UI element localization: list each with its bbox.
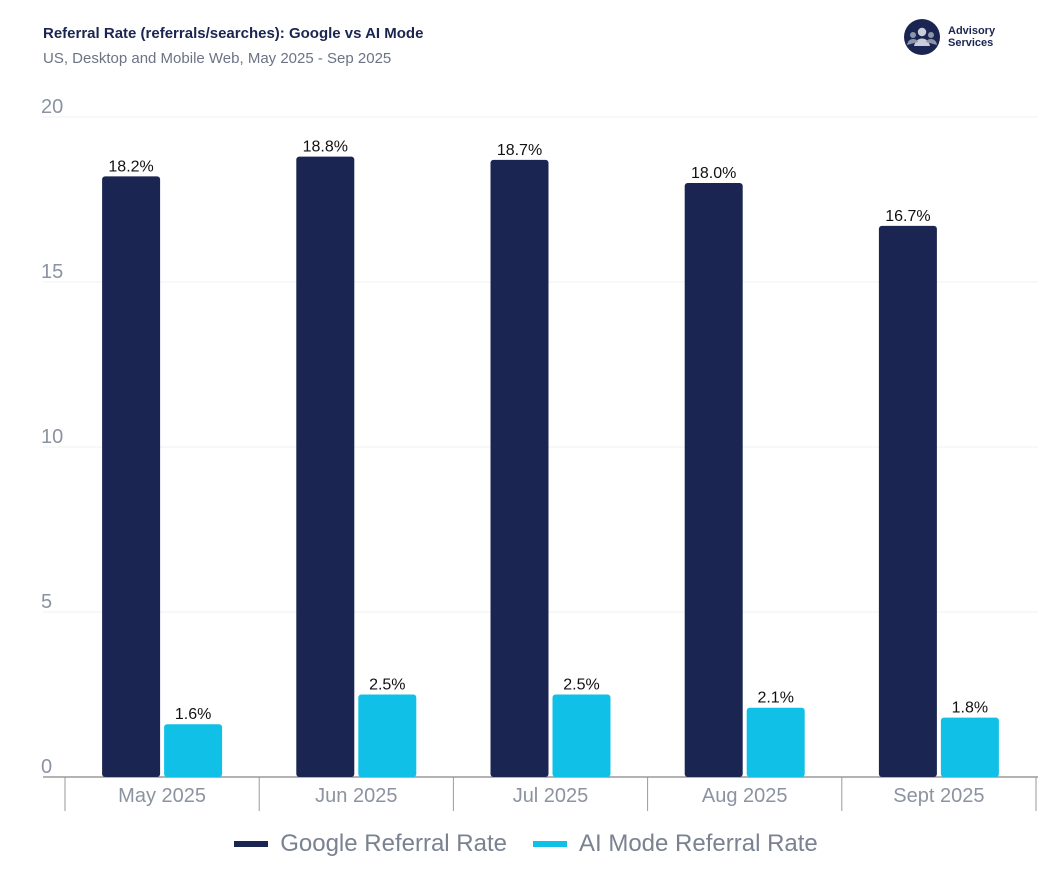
data-label: 18.0% <box>691 165 736 182</box>
data-label: 18.2% <box>108 158 153 175</box>
bar-google <box>878 225 937 777</box>
data-label: 2.5% <box>369 677 405 694</box>
legend-swatch-google <box>234 841 269 847</box>
legend-swatch-ai-mode <box>533 841 567 847</box>
data-label: 16.7% <box>885 208 930 225</box>
y-tick-label: 20 <box>41 96 63 118</box>
x-tick-label: Aug 2025 <box>702 785 788 807</box>
bar-ai-mode <box>746 707 805 777</box>
bar-ai-mode <box>552 694 611 777</box>
logo-line-2: Services <box>948 37 994 49</box>
bar-google <box>490 159 549 777</box>
bar-ai-mode <box>940 717 999 777</box>
y-tick-label: 5 <box>41 591 52 613</box>
legend-label-google: Google Referral Rate <box>280 830 507 857</box>
bar-ai-mode <box>164 724 223 777</box>
legend-label-ai-mode: AI Mode Referral Rate <box>579 830 818 857</box>
logo-line-1: Advisory <box>948 25 996 37</box>
x-tick-label: May 2025 <box>118 785 206 807</box>
bar-google <box>684 183 743 777</box>
advisory-logo: Advisory Services <box>904 19 995 55</box>
data-label: 2.1% <box>757 690 793 707</box>
people-group-icon <box>904 19 940 55</box>
x-tick-label: Sept 2025 <box>893 785 984 807</box>
legend-item-ai-mode: AI Mode Referral Rate <box>533 830 818 858</box>
chart-title: Referral Rate (referrals/searches): Goog… <box>43 25 424 42</box>
bar-google <box>102 176 161 777</box>
data-label: 2.5% <box>563 677 599 694</box>
y-tick-label: 15 <box>41 261 63 283</box>
data-label: 1.8% <box>952 700 988 717</box>
bar-google <box>296 156 355 778</box>
x-tick-label: Jul 2025 <box>513 785 589 807</box>
y-tick-label: 10 <box>41 426 63 448</box>
data-label: 1.6% <box>175 706 211 723</box>
legend-item-google: Google Referral Rate <box>234 830 507 858</box>
data-label: 18.7% <box>497 142 542 159</box>
legend: Google Referral Rate AI Mode Referral Ra… <box>0 830 1052 858</box>
data-label: 18.8% <box>303 139 348 156</box>
y-tick-label: 0 <box>41 756 52 778</box>
bar-chart: 0 5 10 15 20 18.2% 1.6% May 2025 18.8% 2.5% Jun 20… <box>41 96 1038 811</box>
chart-subtitle: US, Desktop and Mobile Web, May 2025 - S… <box>43 50 392 67</box>
bar-ai-mode <box>358 694 417 777</box>
x-tick-label: Jun 2025 <box>315 785 397 807</box>
